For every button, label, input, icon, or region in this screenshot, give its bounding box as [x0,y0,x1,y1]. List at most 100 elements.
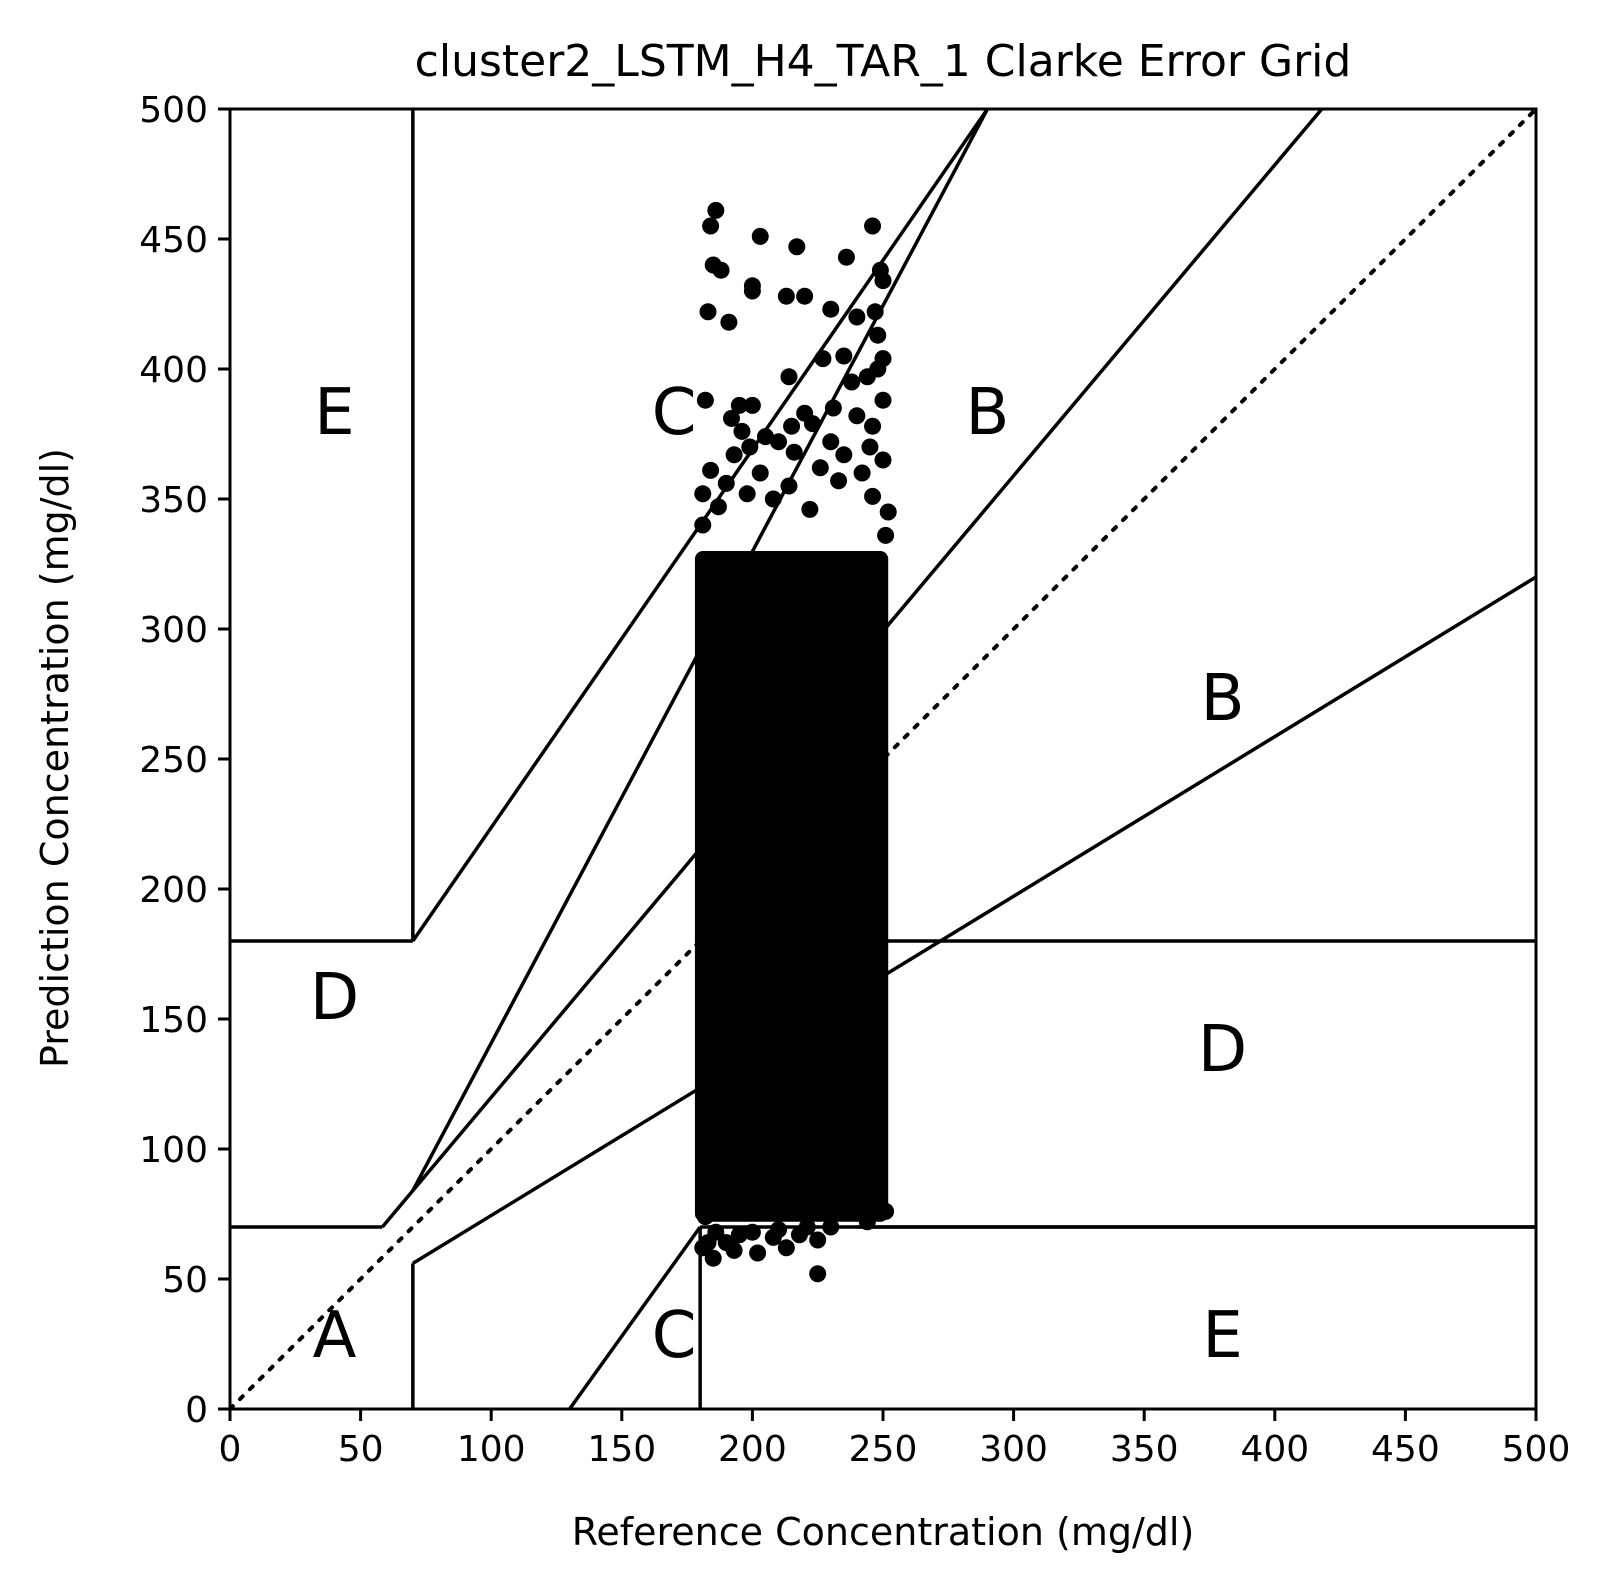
scatter-point [743,282,761,300]
y-tick-label: 100 [139,1130,208,1171]
scatter-point [866,303,884,321]
x-tick-label: 500 [1502,1429,1571,1470]
scatter-point [707,201,725,219]
scatter-point [814,350,832,368]
scatter-point [756,428,774,446]
zone-boundary-line [381,1189,415,1229]
y-tick-label: 400 [139,350,208,391]
reference-diagonal-line [228,107,1538,1411]
scatter-point [837,248,855,266]
scatter-point [702,217,720,235]
scatter-point [822,1218,840,1236]
scatter-point [835,347,853,365]
x-tick-label: 100 [457,1429,526,1470]
scatter-point [770,433,788,451]
scatter-point [809,1231,827,1249]
x-tick-label: 250 [849,1429,918,1470]
scatter-point [803,415,821,433]
scatter-point [785,443,803,461]
scatter-point [783,417,801,435]
x-tick-label: 150 [587,1429,656,1470]
scatter-point [709,498,727,516]
scatter-point [725,1241,743,1259]
y-tick-label: 350 [139,480,208,521]
scatter-point [874,272,892,290]
dense-point-block [694,551,889,1222]
x-tick-label: 50 [338,1429,384,1470]
scatter-point [864,487,882,505]
scatter-point [843,373,861,391]
zone-boundary-line [568,1225,702,1411]
chart-title: cluster2_LSTM_H4_TAR_1 Clarke Error Grid [415,36,1352,87]
scatter-point [877,526,895,544]
scatter-point [764,490,782,508]
scatter-point [777,1239,795,1257]
scatter-point [796,287,814,305]
zone-label-e: E [1202,1299,1242,1373]
y-tick-label: 200 [139,870,208,911]
zone-boundary-line [411,575,1537,1265]
zone-label-c: C [652,376,697,450]
scatter-point [741,438,759,456]
scatter-point [811,459,829,477]
zone-labels: A B B C C D D E E [310,376,1247,1373]
scatter-point [694,485,712,503]
scatter-point [694,516,712,534]
scatter-point [858,368,876,386]
scatter-point [699,303,717,321]
scatter-point [696,391,714,409]
scatter-point [720,313,738,331]
x-axis-label: Reference Concentration (mg/dl) [572,1510,1195,1554]
scatter-point [712,261,730,279]
y-tick-label: 250 [139,740,208,781]
y-tick-label: 300 [139,610,208,651]
scatter-point [780,477,798,495]
scatter-point [824,399,842,417]
scatter-point [738,485,756,503]
scatter-point [725,446,743,464]
y-axis-ticks: 0 50 100 150 200 250 300 350 400 450 500 [139,90,230,1431]
scatter-point [877,1202,895,1220]
x-tick-label: 200 [718,1429,787,1470]
zone-label-a: A [313,1299,357,1373]
scatter-point [777,287,795,305]
dense-point-cloud [694,551,889,1222]
scatter-point [743,396,761,414]
scatter-point [730,396,748,414]
scatter-point [869,326,887,344]
scatter-point [822,300,840,318]
y-tick-label: 150 [139,1000,208,1041]
scatter-point [864,417,882,435]
x-tick-label: 450 [1371,1429,1440,1470]
scatter-point [788,238,806,256]
x-tick-label: 300 [979,1429,1048,1470]
scatter-point [730,1226,748,1244]
scatter-point [874,451,892,469]
scatter-point [864,217,882,235]
zone-label-c: C [652,1299,697,1373]
scatter-point [809,1265,827,1283]
scatter-point [694,1239,712,1257]
scatter-point [764,1228,782,1246]
scatter-point [835,446,853,464]
scatter-point [723,409,741,427]
y-tick-label: 450 [139,220,208,261]
scatter-points [694,201,897,1283]
scatter-point [853,464,871,482]
scatter-point [780,368,798,386]
scatter-point [751,464,769,482]
x-tick-label: 350 [1110,1429,1179,1470]
scatter-point [861,438,879,456]
scatter-point [733,422,751,440]
scatter-point [848,308,866,326]
scatter-point [822,433,840,451]
plot-area: A B B C C D D E E [228,107,1538,1411]
scatter-point [879,503,897,521]
zone-label-d: D [1198,1013,1247,1087]
y-tick-label: 500 [139,90,208,131]
zone-label-e: E [314,376,354,450]
scatter-point [751,227,769,245]
x-tick-label: 0 [219,1429,242,1470]
zone-label-d: D [310,961,359,1035]
